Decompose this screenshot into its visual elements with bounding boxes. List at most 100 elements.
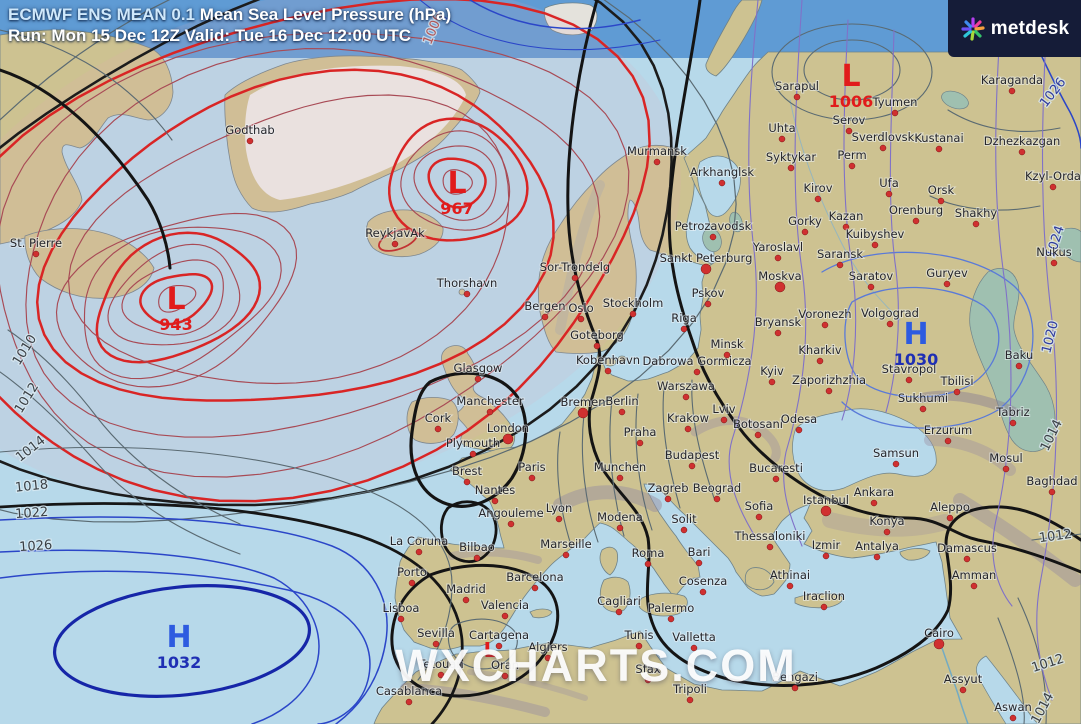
city-marker	[1049, 183, 1057, 191]
city-label: Oran	[491, 658, 519, 672]
city-label: Izmir	[812, 538, 841, 552]
isobar-blue-h1030-group	[821, 251, 1034, 429]
city-marker	[604, 367, 612, 375]
isobar-black-canada	[0, 68, 172, 270]
city-marker	[1048, 488, 1056, 496]
city-marker	[473, 554, 481, 562]
city-marker	[970, 582, 978, 590]
city-label: Saratov	[849, 269, 894, 283]
land-zealand	[603, 357, 617, 367]
red-sea	[976, 655, 1039, 724]
city-label: Thorshavn	[436, 276, 498, 290]
isobar-red-ring	[83, 226, 282, 380]
city-label: Kharkiv	[798, 343, 841, 357]
city-label: Thessaloniki	[734, 529, 806, 543]
city-label: Syktykar	[766, 150, 817, 164]
city-label: Voronezh	[798, 307, 851, 321]
carpathians	[690, 416, 781, 463]
pyrenees	[448, 548, 542, 564]
city-marker	[408, 579, 416, 587]
city-marker	[577, 407, 589, 419]
city-label: Lisboa	[383, 601, 420, 615]
city-marker	[1009, 419, 1017, 427]
city-label: Oslo	[568, 301, 593, 315]
isobar-red-ring	[95, 231, 262, 364]
city-marker	[885, 190, 893, 198]
city-marker	[816, 357, 824, 365]
city-label: Nantes	[475, 483, 516, 497]
city-label: Porto	[397, 565, 427, 579]
isobar-label: 1026	[19, 538, 53, 555]
city-marker	[397, 615, 405, 623]
city-label: Kyiv	[760, 364, 784, 378]
city-marker	[644, 676, 652, 684]
city-marker	[680, 325, 688, 333]
alps	[553, 485, 662, 512]
city-marker	[754, 431, 762, 439]
isobar-black-ring	[0, 0, 673, 507]
city-label: Madrid	[446, 582, 486, 596]
city-marker	[845, 127, 853, 135]
city-marker	[616, 524, 624, 532]
run-valid-label: Run: Mon 15 Dec 12Z Valid: Tue 16 Dec 12…	[8, 26, 412, 45]
isobar-red-ring	[0, 0, 651, 503]
land-crete	[794, 593, 844, 609]
city-label: Bilbao	[459, 540, 495, 554]
city-label: Stavropol	[882, 362, 937, 376]
city-marker	[541, 313, 549, 321]
city-label: Tyumen	[872, 95, 918, 109]
city-marker	[415, 548, 423, 556]
pressure-letter: L	[484, 638, 497, 662]
city-marker	[848, 162, 856, 170]
isobar-red-ring	[67, 94, 510, 385]
city-label: Kobenhavn	[576, 353, 640, 367]
land-novaya-zemlya	[705, 0, 763, 77]
city-label: Baghdad	[1026, 474, 1077, 488]
isobar-red-ring	[55, 212, 298, 388]
city-label: Tetouan	[417, 657, 463, 671]
pressure-letter: H	[166, 620, 191, 655]
city-layer: St. Pierre Godthab ReykjavAk Thorshavn Murma…	[9, 72, 1081, 722]
city-marker	[867, 283, 875, 291]
city-marker	[709, 233, 717, 241]
city-label: Sevilla	[417, 626, 455, 640]
city-label: Petrozavodsk	[675, 219, 752, 233]
city-label: Tunis	[623, 628, 653, 642]
atlas-2	[467, 669, 588, 701]
city-marker	[636, 439, 644, 447]
city-marker	[502, 433, 514, 445]
isobar-red-ring	[0, 32, 630, 478]
isobar-red-ring	[107, 243, 241, 346]
taurus	[822, 512, 953, 537]
city-marker	[842, 223, 850, 231]
city-label: Bergen	[524, 299, 565, 313]
city-marker	[463, 290, 471, 298]
parameter-title: Mean Sea Level Pressure (hPa)	[199, 5, 452, 24]
chart-title-line: ECMWF ENS MEAN 0.1 Mean Sea Level Pressu…	[8, 4, 451, 25]
isobar-label: 1018	[14, 477, 48, 495]
isobar-black-iberia-loop	[390, 563, 560, 698]
city-label: Samsun	[873, 446, 919, 460]
isobar-label: 1022	[15, 505, 49, 522]
city-marker	[891, 109, 899, 117]
city-marker	[32, 250, 40, 258]
pressure-value: 1006	[829, 92, 874, 111]
city-marker	[871, 241, 879, 249]
city-label: Aswan	[994, 700, 1032, 714]
city-marker	[718, 179, 726, 187]
city-label: Antalya	[855, 539, 899, 553]
city-label: Munchen	[594, 460, 646, 474]
city-label: Odesa	[781, 412, 817, 426]
isobar-red-ring	[400, 130, 511, 231]
city-marker	[615, 608, 623, 616]
city-label: Assyut	[944, 672, 983, 686]
watermark: WXCHARTS.COM	[395, 640, 797, 691]
city-label: Zaporizhzhia	[792, 373, 866, 387]
city-marker	[1008, 87, 1016, 95]
city-label: Minsk	[710, 337, 743, 351]
city-marker	[793, 93, 801, 101]
city-label: Casablanca	[376, 684, 442, 698]
